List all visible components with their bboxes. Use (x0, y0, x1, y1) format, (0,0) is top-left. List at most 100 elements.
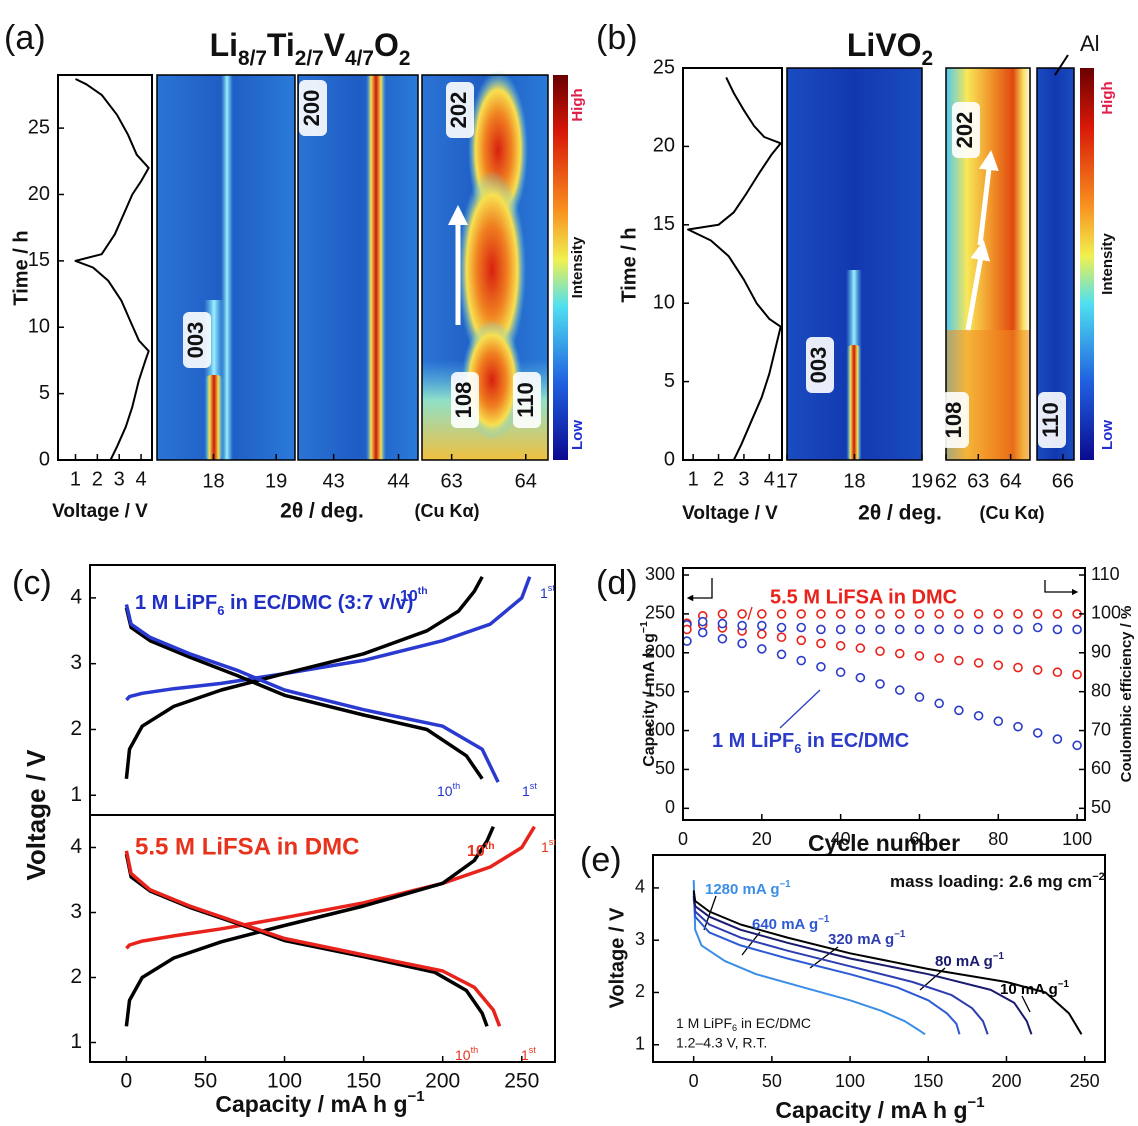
x-tick-label: 2 (713, 468, 724, 490)
marker (1013, 721, 1023, 732)
peak-label: 202 (952, 112, 977, 149)
heatmap-frame (297, 74, 419, 461)
peak-label-box (513, 372, 541, 428)
marker (894, 685, 905, 695)
peak-label: 003 (183, 322, 208, 359)
marker (737, 638, 747, 649)
chart-title: LiVO2 (847, 27, 933, 70)
y-tick-label: 300 (645, 564, 675, 584)
x-tick-label: 4 (136, 468, 147, 490)
annotation-sup: th (453, 781, 461, 791)
y2-tick-label: 50 (1091, 797, 1111, 817)
panel-label: (c) (12, 564, 52, 602)
data-line (692, 890, 1083, 1035)
y-tick-label: 0 (39, 448, 50, 470)
y-tick-label: 0 (665, 797, 675, 817)
peak-label-box (941, 392, 969, 448)
data-line (687, 76, 782, 461)
y-axis-label: Voltage / V (21, 749, 51, 881)
annotation-sup: th (418, 586, 428, 597)
annotation-sup: th (471, 1045, 479, 1055)
annotation: 1 M LiPF6 in EC/DMC (676, 1015, 811, 1034)
annotation-part: mass loading: 2.6 mg cm (890, 872, 1092, 891)
y-tick-label: 15 (653, 213, 675, 235)
x-tick-label: 200 (425, 1070, 460, 1093)
marker (954, 705, 964, 716)
marker (1072, 624, 1082, 635)
x-axis-label-sup: −1 (968, 1094, 985, 1111)
series-label-part: 80 mA g (935, 953, 993, 970)
marker (717, 633, 728, 644)
plot-frame (652, 854, 1106, 1063)
annotation-part: 1 (521, 1047, 529, 1063)
x-tick-label: 19 (265, 470, 287, 492)
marker (1032, 609, 1043, 619)
y-axis-label-part: Capacity / mA h g (641, 633, 658, 767)
x-tick-label: 4 (764, 468, 775, 490)
x-axis-label: Capacity / mA h g−1 (215, 1088, 424, 1117)
x-tick-label: 1 (70, 468, 81, 490)
x-tick-label: 50 (762, 1071, 782, 1091)
y-tick-label: 4 (70, 835, 82, 858)
plot-frame (57, 74, 153, 461)
y-tick-label: 5 (39, 382, 50, 404)
marker (816, 624, 826, 635)
marker (875, 679, 885, 689)
x-tick-label: 250 (1070, 1071, 1100, 1091)
y-tick-label: 0 (664, 448, 675, 470)
data-line (692, 898, 989, 1035)
marker (993, 716, 1004, 727)
annotation-part: 10 (437, 783, 453, 799)
colorbar-label: High (569, 88, 586, 121)
marker (776, 622, 787, 633)
chart-title: Li8/7Ti2/7V4/7O2 (210, 27, 411, 70)
marker (682, 624, 692, 635)
marker (973, 710, 984, 721)
annotation-part: 10 (455, 1047, 471, 1063)
y-axis-label: Time / h (618, 227, 640, 302)
marker (717, 618, 728, 629)
x-axis-note: (Cu Kα) (414, 501, 479, 521)
data-line (125, 825, 536, 950)
chart-title-part: O (374, 27, 399, 63)
data-line (124, 853, 489, 1027)
y2-tick-label: 110 (1091, 564, 1120, 584)
y-tick-label: 20 (28, 183, 50, 205)
x-axis-label: 2θ / deg. (280, 500, 364, 523)
series-label-sub: 6 (794, 741, 801, 756)
peak-label-box (299, 80, 327, 136)
marker (934, 624, 944, 635)
y-tick-label: 25 (653, 56, 675, 78)
chart-title-part: Li (210, 27, 238, 63)
annotation: mass loading: 2.6 mg cm−2 (890, 871, 1105, 892)
marker (1013, 609, 1023, 619)
x-axis-label: Capacity / mA h g−1 (775, 1094, 984, 1123)
x-axis-label: Voltage / V (52, 501, 148, 522)
annotation-part: 10 (400, 588, 418, 605)
panel-note-part: in EC/DMC (3:7 v/v) (224, 592, 413, 614)
series-label: 1280 mA g−1 (705, 879, 791, 898)
x-tick-label: 18 (843, 470, 865, 492)
heatmap-frame (945, 67, 1031, 461)
x-tick-label: 150 (346, 1070, 381, 1093)
peak-label-box (183, 312, 211, 368)
peak-label: 200 (299, 90, 324, 127)
x-tick-label: 62 (935, 470, 957, 492)
peak-label-box (952, 102, 980, 158)
x-tick-label: 0 (689, 1071, 699, 1091)
peak-label: 003 (806, 347, 831, 384)
x-tick-label: 0 (678, 829, 688, 849)
heatmap-frame (156, 74, 296, 461)
series-label-sup: −1 (993, 951, 1005, 962)
marker (737, 620, 747, 631)
peak-label: 110 (1038, 402, 1063, 438)
annotation-part: 1 (522, 783, 530, 799)
annotation-sub: 6 (732, 1023, 737, 1033)
marker (914, 609, 925, 619)
y-tick-label: 2 (70, 965, 82, 988)
y-tick-label: 1 (70, 783, 82, 806)
y2-tick-label: 100 (1091, 603, 1121, 623)
marker (1072, 740, 1082, 751)
annotation: 1st (540, 583, 555, 600)
plot-frame (682, 67, 783, 461)
